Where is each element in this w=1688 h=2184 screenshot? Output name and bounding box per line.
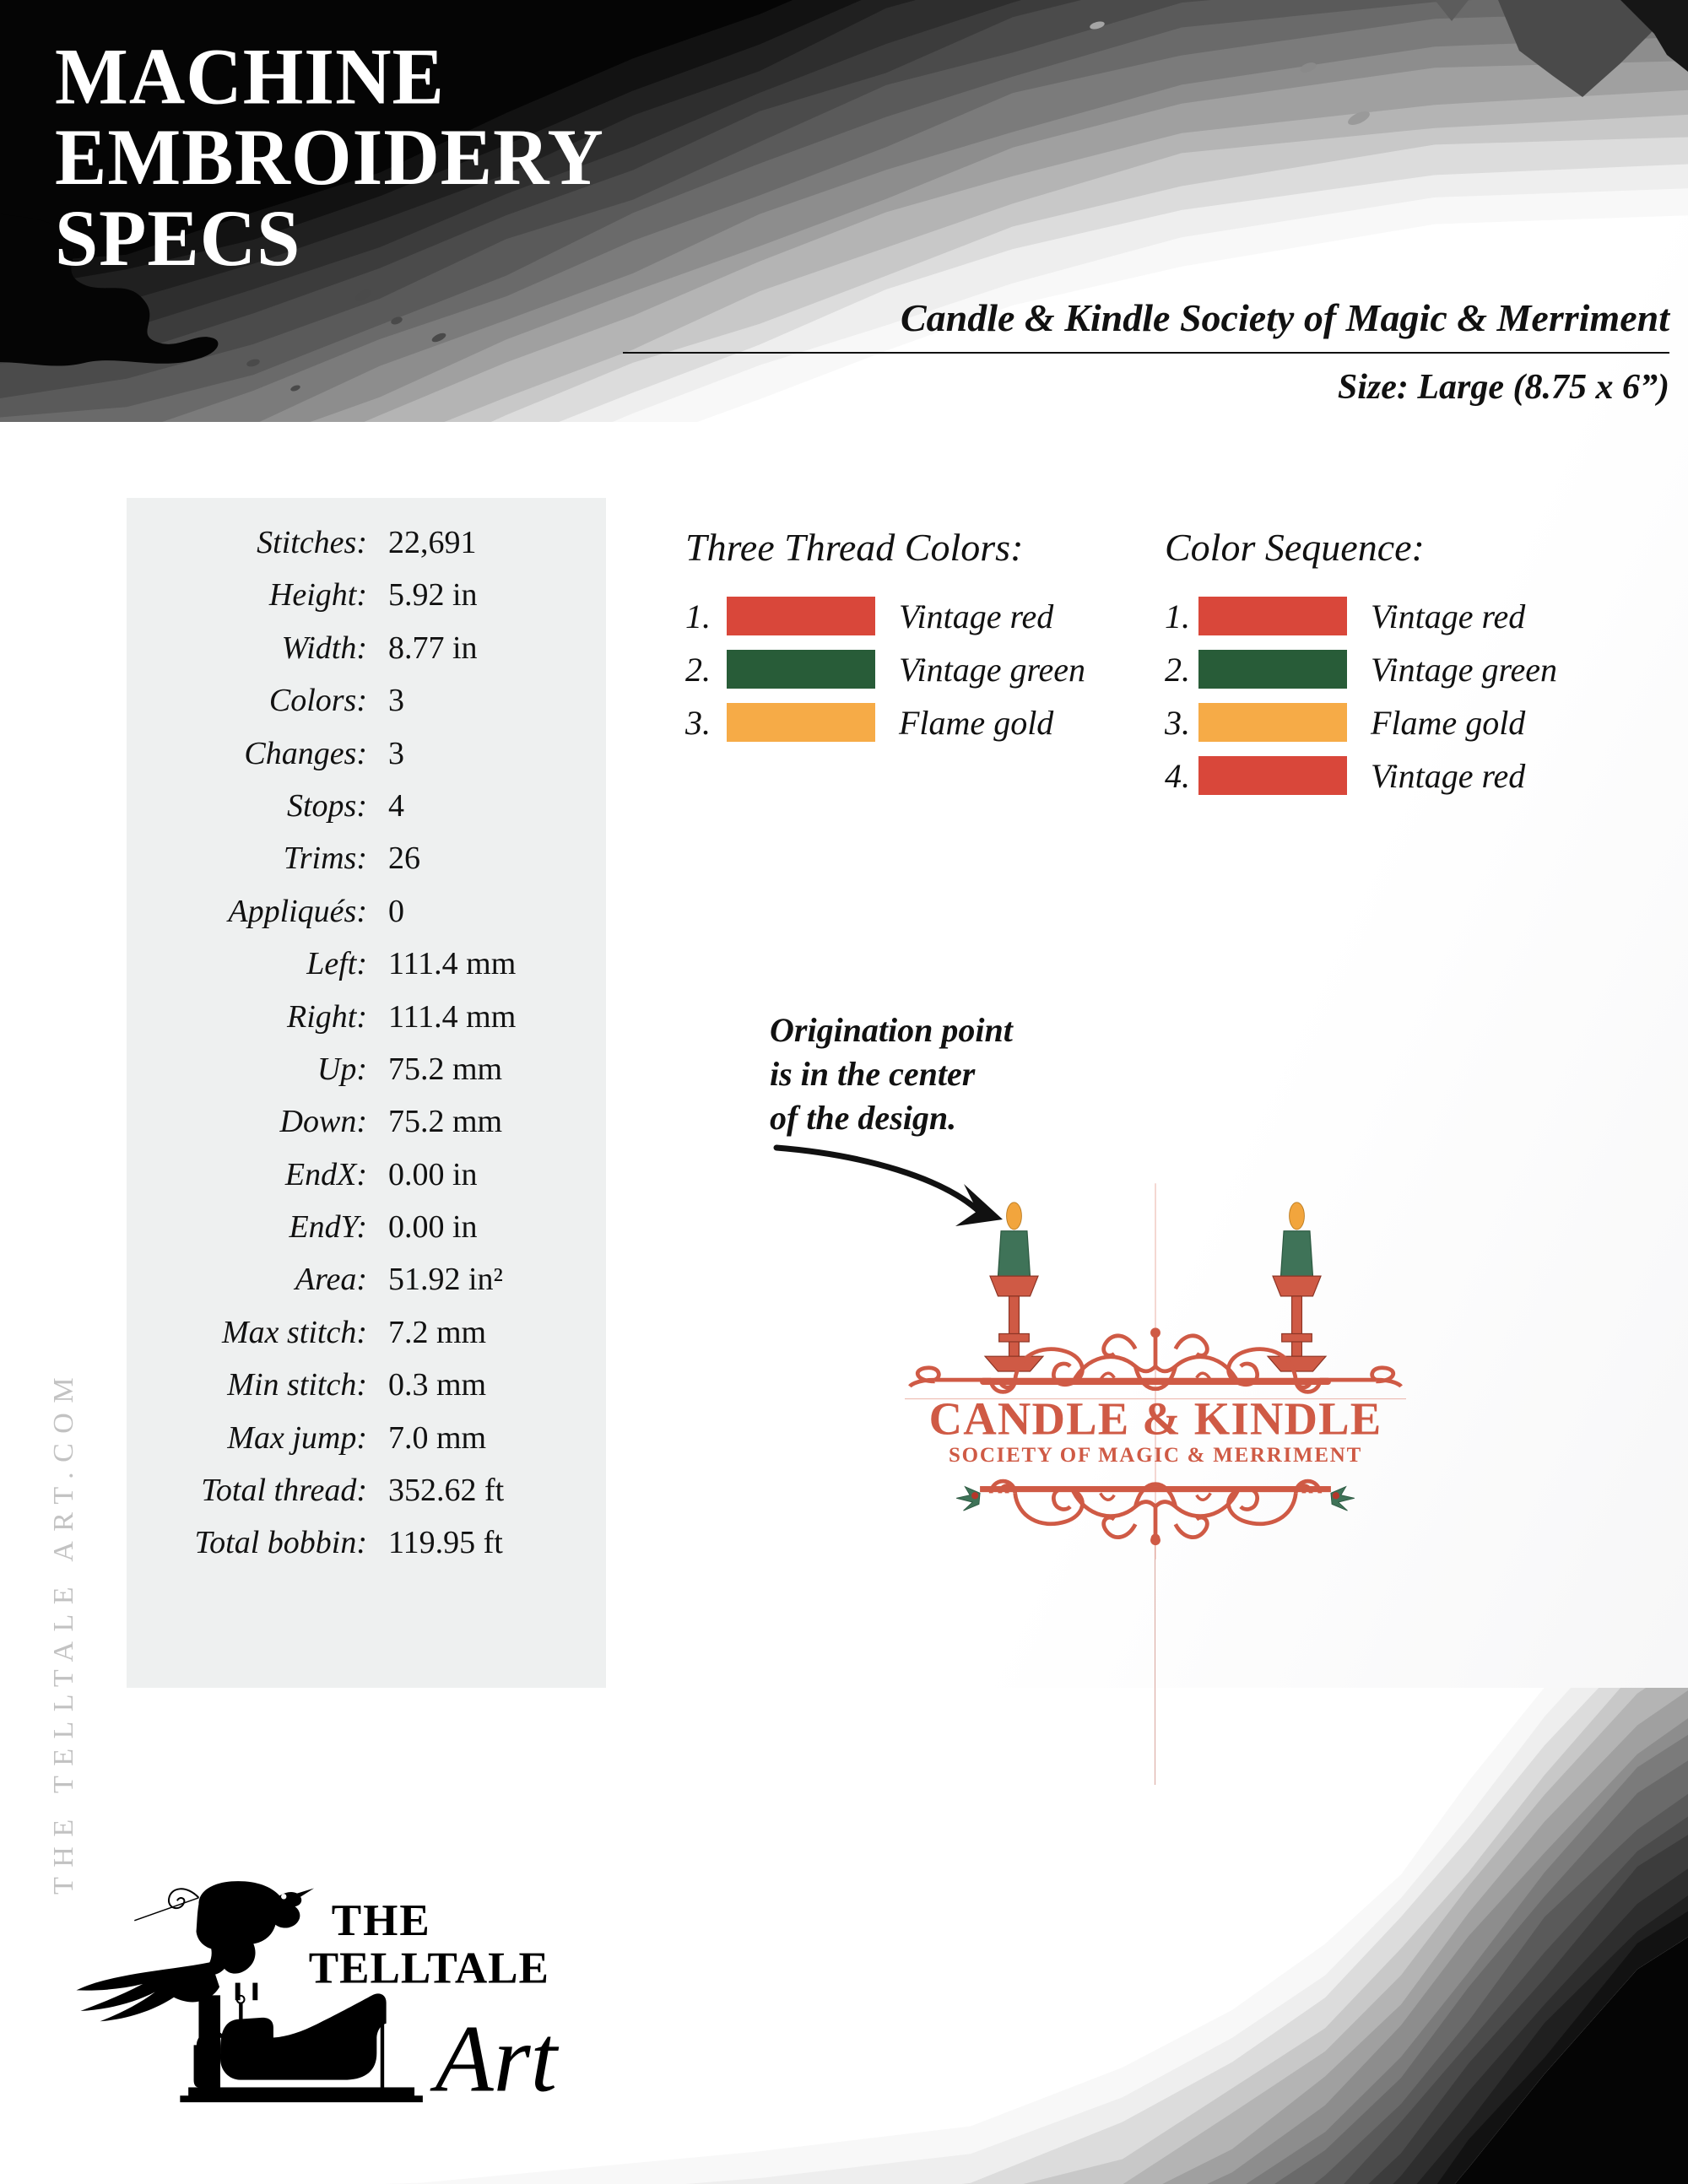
svg-text:THE: THE xyxy=(332,1896,431,1945)
svg-text:TELLTALE: TELLTALE xyxy=(309,1944,549,1993)
svg-text:CANDLE & KINDLE: CANDLE & KINDLE xyxy=(929,1392,1382,1444)
svg-text:Art: Art xyxy=(430,2006,560,2111)
svg-text:SOCIETY OF MAGIC & MERRIMENT: SOCIETY OF MAGIC & MERRIMENT xyxy=(949,1444,1362,1467)
